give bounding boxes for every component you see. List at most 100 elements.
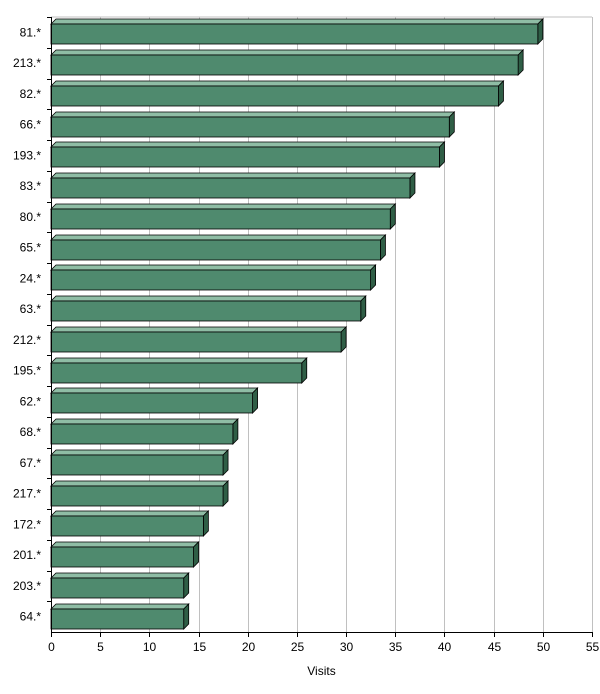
bar (50, 357, 308, 384)
x-tick-label: 5 (97, 640, 104, 654)
bar-side-face (448, 111, 455, 138)
bar-side-face (360, 295, 367, 322)
x-tick-label: 40 (438, 640, 452, 654)
bar-front-face (50, 608, 185, 630)
bar (50, 449, 230, 476)
bar-front-face (50, 454, 224, 476)
x-tick-label: 45 (488, 640, 502, 654)
y-category-label: 64.* (20, 610, 42, 624)
y-category-label: 65.* (20, 241, 42, 255)
bar (50, 418, 239, 445)
bar-top-face (50, 49, 525, 56)
y-category-label: 172.* (13, 517, 41, 531)
axes (47, 17, 593, 637)
bar-front-face (50, 269, 372, 291)
bar (50, 387, 259, 414)
bar-side-face (498, 80, 504, 107)
y-category-label: 62.* (20, 394, 42, 408)
bar (50, 111, 456, 138)
bar (50, 18, 544, 45)
bar-side-face (232, 418, 239, 445)
bar-top-face (50, 18, 544, 25)
bar-front-face (50, 239, 381, 261)
bar-top-face (50, 572, 190, 579)
x-tick-labels: 0 5 10 15 20 25 30 35 40 45 50 55 (48, 640, 599, 654)
y-category-labels: 81.* 213.* 82.* 66.* 193.* 83.* 80.* 65.* 24.* 63… (13, 25, 41, 623)
y-category-label: 81.* (20, 25, 42, 39)
x-axis-title: Visits (307, 664, 335, 678)
bar-front-face (50, 146, 440, 168)
y-category-label: 67.* (20, 456, 42, 470)
bar (50, 326, 348, 353)
bar (50, 234, 387, 261)
y-category-label: 24.* (20, 271, 42, 285)
bar-side-face (252, 387, 258, 414)
bar-front-face (50, 331, 342, 353)
bar-front-face (50, 85, 499, 107)
bar-top-face (50, 141, 446, 148)
bar (50, 264, 377, 291)
y-category-label: 203.* (13, 579, 41, 593)
bar (50, 510, 210, 537)
bar-side-face (389, 203, 396, 230)
bar-front-face (50, 577, 185, 599)
bar-top-face (50, 111, 456, 118)
bar-top-face (50, 326, 348, 333)
bar-side-face (517, 49, 524, 76)
bar (50, 141, 446, 168)
y-category-label: 217.* (13, 487, 41, 501)
bar-side-face (439, 141, 445, 168)
bar-top-face (50, 357, 308, 364)
bar (50, 172, 416, 199)
x-tick-label: 30 (340, 640, 354, 654)
y-category-label: 68.* (20, 425, 42, 439)
bar-top-face (50, 172, 416, 179)
bar (50, 203, 397, 230)
bar-front-face (50, 485, 224, 507)
bar-top-face (50, 418, 239, 425)
y-category-label: 213.* (13, 56, 41, 70)
grid-lines (51, 16, 593, 632)
bar (50, 480, 230, 507)
bar-top-face (50, 295, 367, 302)
bar-front-face (50, 546, 194, 568)
y-category-label: 193.* (13, 148, 41, 162)
bars (50, 18, 544, 630)
bar-front-face (50, 54, 519, 76)
y-category-label: 201.* (13, 548, 41, 562)
bar-front-face (50, 362, 303, 384)
bar-top-face (50, 264, 377, 271)
y-category-label: 83.* (20, 179, 42, 193)
bar-side-face (370, 264, 377, 291)
x-tick-label: 35 (389, 640, 403, 654)
bar-side-face (537, 18, 544, 45)
bar-front-face (50, 392, 253, 414)
bar-front-face (50, 23, 539, 45)
x-tick-label: 20 (242, 640, 256, 654)
bar-side-face (222, 480, 229, 507)
bar (50, 603, 190, 630)
y-category-label: 66.* (20, 118, 42, 132)
bar-top-face (50, 480, 230, 487)
y-category-label: 195.* (13, 364, 41, 378)
x-tick-label: 50 (537, 640, 551, 654)
x-tick-label: 15 (193, 640, 207, 654)
bar-top-face (50, 449, 230, 456)
y-category-label: 212.* (13, 333, 41, 347)
bar-side-face (340, 326, 347, 353)
bar-side-face (183, 572, 190, 599)
bar-top-face (50, 510, 210, 517)
bar (50, 295, 367, 322)
bar-side-face (183, 603, 190, 630)
bar-side-face (380, 234, 386, 261)
x-tick-label: 55 (586, 640, 600, 654)
bar-front-face (50, 116, 450, 138)
bar-top-face (50, 80, 505, 87)
bar-front-face (50, 515, 204, 537)
y-category-label: 82.* (20, 87, 42, 101)
y-category-label: 63.* (20, 302, 42, 316)
bar-top-face (50, 541, 200, 548)
bar-front-face (50, 300, 362, 322)
bar-side-face (301, 357, 308, 384)
bar (50, 572, 190, 599)
